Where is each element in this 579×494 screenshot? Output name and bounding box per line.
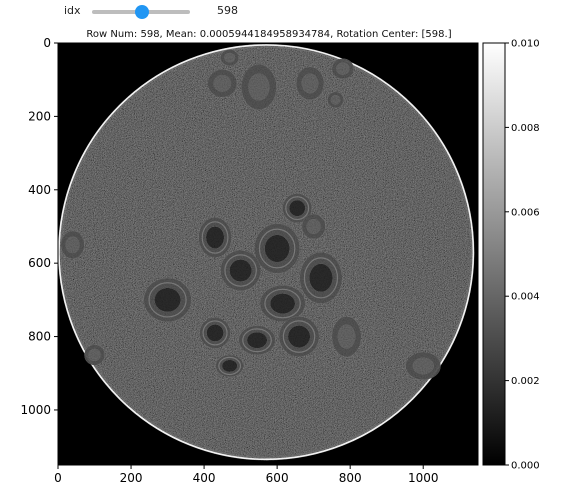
plot-title: Row Num: 598, Mean: 0.000594418495893478… — [86, 29, 452, 40]
y-tick-label: 600 — [28, 256, 51, 270]
feature-blob — [198, 217, 232, 258]
feature-blob — [301, 214, 326, 239]
feature-blob — [331, 316, 362, 357]
axes-frame — [57, 42, 479, 466]
feature-blob — [296, 66, 324, 100]
y-tick-label: 400 — [28, 183, 51, 197]
feature-blob — [278, 316, 320, 357]
slider-track[interactable] — [92, 5, 190, 19]
feature-blob — [331, 58, 354, 79]
feature-blob — [220, 49, 239, 66]
feature-blob — [259, 285, 306, 322]
colorbar-tick-label: 0.006 — [511, 207, 540, 218]
feature-blob — [282, 193, 312, 223]
feature-blob — [215, 354, 244, 377]
y-tick-label: 1000 — [20, 403, 51, 417]
colorbar: 0.000 0.002 0.004 0.006 0.008 0.010 — [482, 39, 540, 472]
feature-blob — [220, 250, 261, 291]
slider-label: idx — [64, 4, 81, 17]
plot-figure: Row Num: 598, Mean: 0.000594418495893478… — [0, 24, 579, 490]
reconstruction-image — [58, 43, 478, 465]
feature-blob — [405, 352, 441, 380]
x-tick-label: 600 — [266, 471, 289, 485]
colorbar-gradient — [483, 43, 505, 465]
feature-blob — [199, 317, 231, 349]
y-tick-label: 800 — [28, 330, 51, 344]
slider-value-readout[interactable]: 598 — [217, 4, 238, 17]
colorbar-tick-label: 0.008 — [511, 123, 540, 134]
feature-blob — [327, 91, 344, 108]
colorbar-frame — [482, 42, 506, 466]
x-tick-label: 200 — [120, 471, 143, 485]
colorbar-tick-label: 0.000 — [511, 461, 540, 472]
feature-blob — [299, 252, 343, 304]
colorbar-tick-label: 0.002 — [511, 376, 540, 387]
slider-thumb[interactable] — [135, 5, 150, 19]
image-axes: 0 200 400 600 800 1000 0 200 400 600 800 1000 — [20, 36, 479, 485]
fov-boundary — [58, 44, 475, 461]
feature-blob — [60, 230, 85, 259]
x-tick-label: 400 — [193, 471, 216, 485]
x-tick-label: 1000 — [408, 471, 439, 485]
feature-blob — [254, 223, 300, 274]
x-tick-label: 0 — [54, 471, 62, 485]
plot-canvas: 0 200 400 600 800 1000 0 200 400 600 800 1000 0.000… — [20, 36, 540, 485]
y-tick-label: 0 — [43, 36, 51, 50]
index-slider-widget: idx 598 — [0, 0, 579, 24]
feature-blob — [143, 277, 192, 322]
colorbar-tick-label: 0.004 — [511, 292, 540, 303]
fov-inner-halo — [60, 46, 472, 458]
feature-blob — [241, 64, 277, 110]
feature-blob — [238, 325, 276, 355]
feature-blob — [207, 69, 237, 98]
colorbar-tick-label: 0.010 — [511, 39, 540, 50]
y-tick-label: 200 — [28, 109, 51, 123]
feature-blob — [84, 344, 105, 366]
x-tick-label: 800 — [339, 471, 362, 485]
